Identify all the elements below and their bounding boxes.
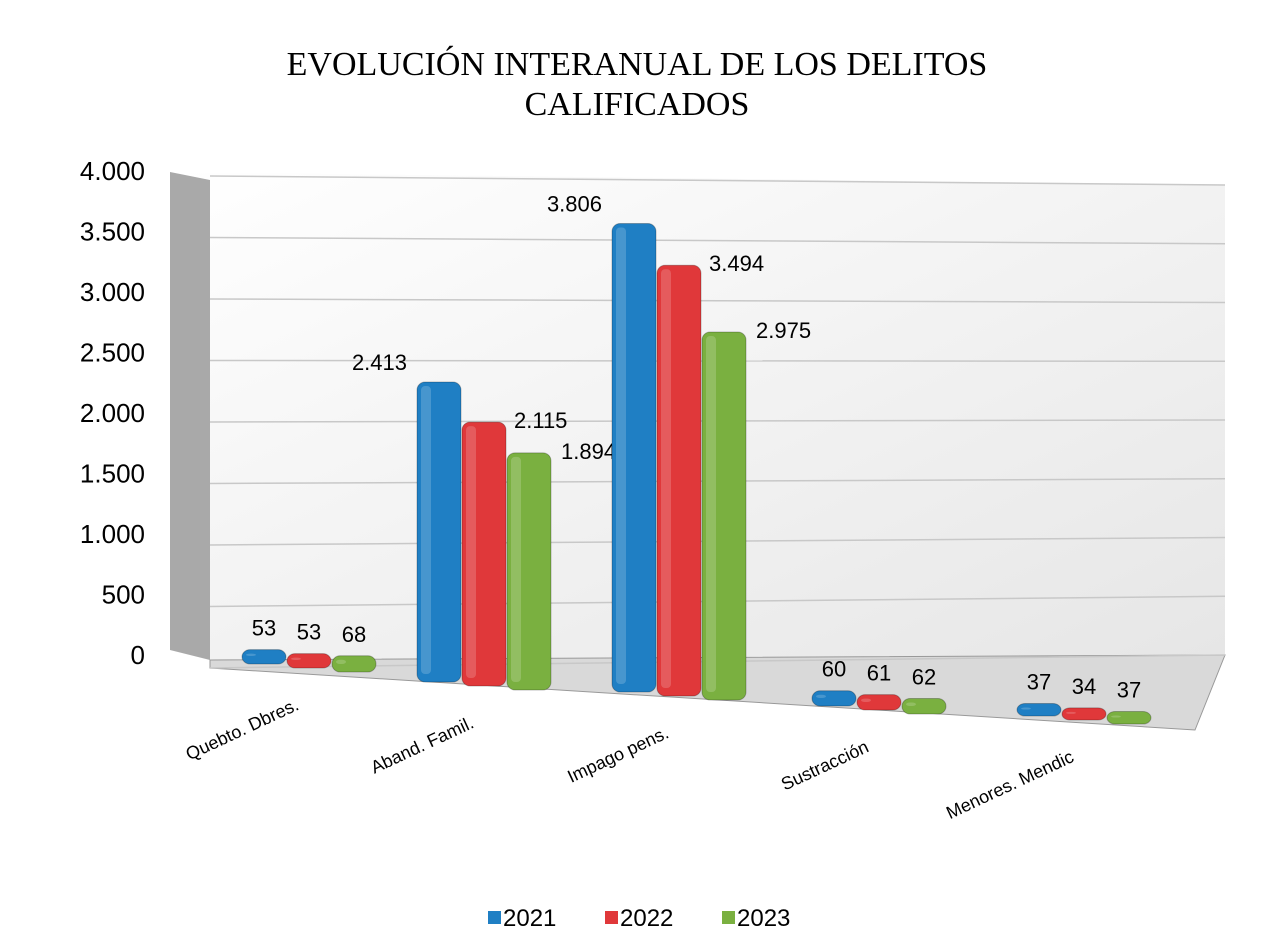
bar [856,694,902,711]
y-tick-label: 3.500 [80,217,145,247]
bar [416,381,462,683]
bar-highlight [816,694,826,698]
data-label: 53 [297,620,321,645]
y-tick-label: 2.000 [80,398,145,428]
side-wall [170,172,210,660]
y-tick-label: 1.000 [80,519,145,549]
legend-swatch [605,911,618,924]
data-label: 62 [912,664,936,689]
chart-title: EVOLUCIÓN INTERANUAL DE LOS DELITOS [287,45,988,83]
bar [901,697,947,715]
bar [811,690,857,707]
grid-line [209,298,1226,304]
data-label: 37 [1027,670,1051,695]
grid-line [209,236,1226,245]
data-label: 60 [822,657,846,682]
bar [241,649,287,665]
bar-highlight [511,456,521,682]
y-tick-label: 4.000 [80,156,145,186]
bar-highlight [1111,715,1121,718]
bar [1016,703,1062,717]
y-tick-label: 3.000 [80,277,145,307]
data-label: 61 [867,661,891,686]
bar-highlight [616,227,626,684]
bar [701,331,747,701]
x-tick-label: Aband. Famil. [368,712,477,777]
legend-label: 2023 [737,905,790,932]
bar-highlight [706,336,716,692]
y-tick-label: 2.500 [80,338,145,368]
y-tick-label: 1.500 [80,459,145,489]
bar-highlight [906,702,916,706]
bar [656,264,702,697]
bar [506,452,552,691]
bar [611,222,657,693]
data-label: 34 [1072,674,1096,699]
bar-highlight [861,698,871,702]
bar-highlight [1021,707,1031,710]
bar [1061,707,1107,721]
data-label: 2.975 [756,318,811,343]
legend-swatch [722,911,735,924]
x-tick-label: Quebto. Dbres. [183,694,302,764]
data-label: 1.894 [561,439,616,464]
data-label: 2.115 [514,408,567,433]
data-label: 2.413 [352,350,407,375]
bar [331,655,377,673]
bar-highlight [421,386,431,674]
bar-highlight [291,657,301,660]
x-tick-label: Impago pens. [564,722,671,786]
legend-label: 2022 [620,905,673,932]
data-label: 37 [1117,678,1141,703]
y-tick-label: 500 [102,580,145,610]
data-label: 53 [252,616,276,641]
legend-label: 2021 [503,905,556,932]
data-label: 3.494 [709,251,764,276]
bar [286,653,332,669]
chart-title-line2: CALIFICADOS [525,86,750,123]
bar-highlight [336,659,346,664]
x-tick-label: Menores. Mendic [943,746,1077,822]
bar-highlight [661,269,671,688]
y-tick-label: 0 [131,640,145,670]
bar [1106,711,1152,725]
bar [461,421,507,687]
grid-line [209,175,1226,186]
bar-highlight [1066,711,1076,714]
x-tick-label: Sustracción [778,736,872,794]
data-label: 3.806 [547,191,602,216]
bar-highlight [246,653,256,656]
data-label: 68 [342,622,366,647]
legend-swatch [488,911,501,924]
bar-highlight [466,426,476,678]
